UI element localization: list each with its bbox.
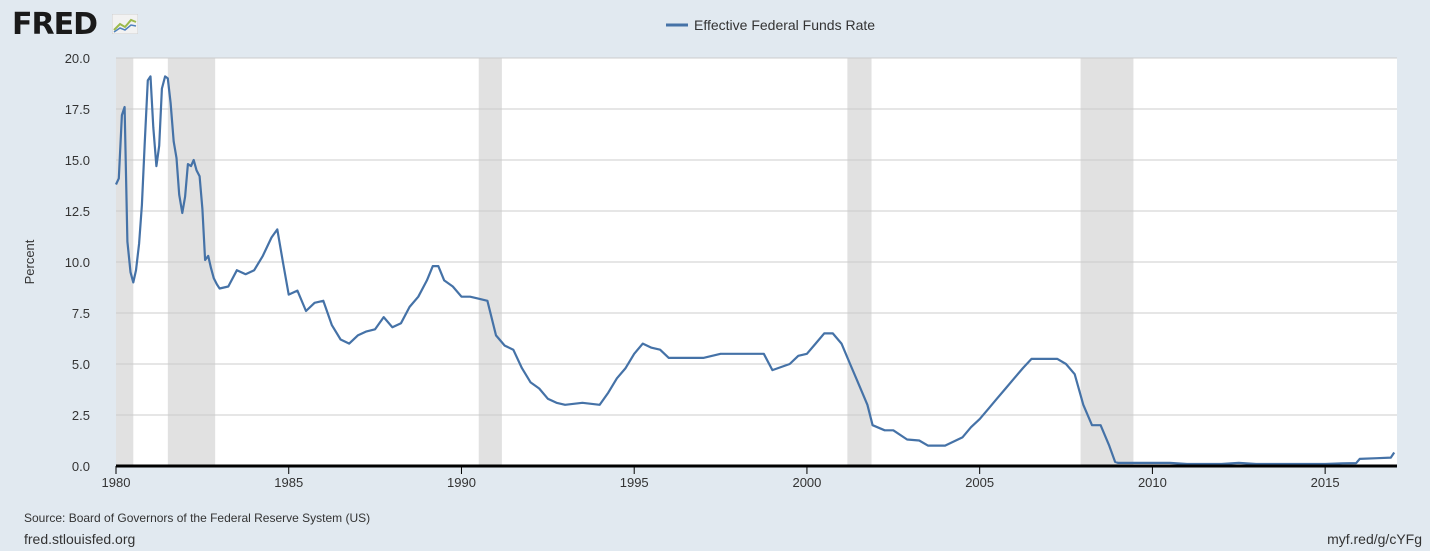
y-tick-label: 15.0 (65, 153, 90, 168)
series-line-0[interactable] (115, 75, 1396, 466)
y-tick-label: 2.5 (72, 408, 90, 423)
y-tick-label: 7.5 (72, 306, 90, 321)
y-tick-label: 20.0 (65, 51, 90, 66)
y-axis-tick-labels: 0.0 2.5 5.0 7.5 10.0 12.5 15.0 17.5 20.0 (65, 51, 90, 474)
source-note: Source: Board of Governors of the Federa… (24, 511, 371, 525)
x-tick-label: 1980 (102, 475, 131, 490)
fred-logo-chart-icon (112, 14, 138, 34)
site-link[interactable]: fred.stlouisfed.org (24, 531, 136, 547)
x-tick-label: 2010 (1138, 475, 1167, 490)
y-tick-label: 0.0 (72, 459, 90, 474)
legend[interactable]: Effective Federal Funds Rate (666, 17, 875, 33)
gridlines (116, 57, 1397, 416)
y-tick-label: 10.0 (65, 255, 90, 270)
y-tick-label: 12.5 (65, 204, 90, 219)
x-tick-label: 2005 (965, 475, 994, 490)
y-axis-title: Percent (22, 239, 37, 284)
series-lines (115, 75, 1396, 466)
legend-label: Effective Federal Funds Rate (694, 17, 875, 33)
short-link[interactable]: myf.red/g/cYFg (1327, 531, 1422, 547)
fred-logo[interactable]: FRED (12, 7, 98, 42)
x-tick-label: 1985 (274, 475, 303, 490)
x-tick-label: 1995 (620, 475, 649, 490)
x-tick-label: 1990 (447, 475, 476, 490)
y-tick-label: 5.0 (72, 357, 90, 372)
x-tick-label: 2000 (792, 475, 821, 490)
x-axis-tick-labels: 1980 1985 1990 1995 2000 2005 2010 2015 (102, 466, 1340, 490)
x-tick-label: 2015 (1311, 475, 1340, 490)
y-tick-label: 17.5 (65, 102, 90, 117)
